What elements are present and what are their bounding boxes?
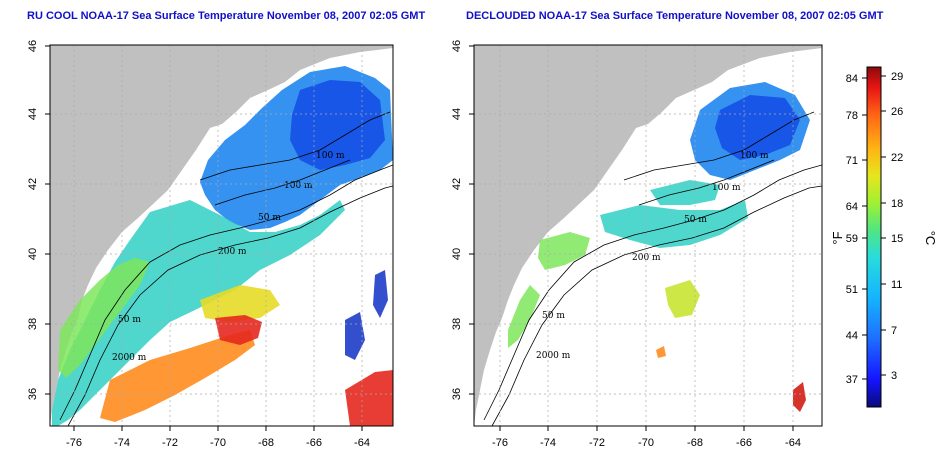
right-contours: [483, 111, 822, 426]
celsius-tick: 18: [891, 198, 903, 210]
right-panel-title: DECLOUDED NOAA-17 Sea Surface Temperatur…: [466, 10, 884, 22]
right-sst-green-2: [508, 285, 540, 348]
fahrenheit-tick: 84: [846, 73, 858, 85]
left-sst-yellow: [200, 285, 280, 322]
fahrenheit-tick: 44: [846, 330, 858, 342]
right-map-panel: 100 m 100 m 50 m 200 m 50 m 2000 m: [451, 40, 823, 449]
left-sst-darkblue-3: [373, 270, 388, 318]
right-contour-label-3: 50 m: [684, 215, 707, 225]
left-land-mass: [50, 45, 393, 426]
left-x-tick: -72: [162, 437, 178, 449]
right-land-mass: [474, 45, 822, 426]
right-x-tick: -68: [687, 437, 703, 449]
right-sst-orange: [656, 346, 666, 358]
right-sst-cyan: [600, 200, 748, 248]
left-contours: [59, 111, 393, 426]
right-contour-label-6: 2000 m: [536, 351, 571, 361]
right-contour-label-5: 50 m: [542, 311, 565, 321]
celsius-tick: 26: [891, 106, 903, 118]
right-contour-label-1: 100 m: [740, 151, 769, 161]
celsius-tick: 3: [891, 370, 897, 382]
fahrenheit-tick: 64: [846, 201, 858, 213]
right-y-tick: 42: [451, 178, 463, 190]
right-y-tick: 38: [451, 318, 463, 330]
left-sst-darkblue: [290, 80, 385, 170]
left-map-panel: 100 m 100 m 50 m 200 m 50 m 2000 m: [27, 40, 394, 449]
left-contour-label-4: 200 m: [218, 247, 247, 257]
colorbar-gradient: [866, 66, 882, 408]
left-map-frame: [49, 44, 394, 427]
right-x-tick: -66: [736, 437, 752, 449]
left-sst-red: [215, 315, 262, 345]
left-x-tick: -64: [354, 437, 370, 449]
fahrenheit-tick: 78: [846, 110, 858, 122]
celsius-unit-label: °C: [923, 231, 938, 246]
left-y-tick: 42: [27, 178, 39, 190]
left-contour-label-6: 2000 m: [112, 353, 147, 363]
celsius-tick: 7: [891, 325, 897, 337]
left-y-tick: 38: [27, 318, 39, 330]
right-y-tick: 36: [451, 388, 463, 400]
celsius-tick: 11: [891, 279, 902, 291]
left-contour-label-3: 50 m: [258, 213, 281, 223]
celsius-tick: 15: [891, 233, 903, 245]
right-x-tick: -74: [540, 437, 556, 449]
right-gridlines: [474, 45, 822, 426]
right-sst-yellow: [665, 280, 700, 318]
fahrenheit-unit-label: °F: [830, 231, 845, 244]
right-x-tick: -70: [638, 437, 654, 449]
celsius-tick: 29: [891, 71, 903, 83]
left-y-tick: 46: [27, 40, 39, 52]
right-y-tick: 46: [451, 40, 463, 52]
fahrenheit-tick: 59: [846, 233, 858, 245]
right-sst-green: [538, 232, 590, 270]
celsius-tick: 22: [891, 152, 903, 164]
left-x-tick: -74: [114, 437, 130, 449]
left-contour-label-1: 100 m: [316, 151, 345, 161]
right-sst-darkblue: [715, 95, 800, 160]
right-sst-cyan-2: [650, 180, 720, 205]
right-y-tick: 40: [451, 248, 463, 260]
left-contour-label-2: 100 m: [284, 181, 313, 191]
right-map-frame: [473, 44, 823, 427]
left-y-tick: 40: [27, 248, 39, 260]
right-x-tick: -72: [589, 437, 605, 449]
left-panel-title: RU COOL NOAA-17 Sea Surface Temperature …: [27, 10, 426, 22]
left-y-tick: 44: [27, 108, 39, 120]
left-sst-red-2: [345, 370, 393, 426]
right-x-tick: -76: [492, 437, 508, 449]
left-gridlines: [50, 45, 393, 426]
right-y-tick: 44: [451, 108, 463, 120]
left-x-tick: -76: [66, 437, 82, 449]
left-contour-label-5: 50 m: [118, 315, 141, 325]
left-x-tick: -68: [258, 437, 274, 449]
fahrenheit-tick: 71: [846, 155, 858, 167]
fahrenheit-tick: 37: [846, 374, 858, 386]
right-sst-red: [793, 382, 806, 412]
fahrenheit-tick: 51: [846, 284, 858, 296]
right-x-tick: -64: [785, 437, 801, 449]
right-contour-label-4: 200 m: [632, 253, 661, 263]
left-sst-orange: [100, 330, 255, 422]
right-contour-label-2: 100 m: [712, 183, 741, 193]
colorbar: 84 78 71 64 59 51 44 37 29 26 22 18 15 1…: [830, 66, 938, 408]
left-x-tick: -66: [306, 437, 322, 449]
left-y-tick: 36: [27, 388, 39, 400]
left-sst-shelf: [52, 200, 345, 426]
left-x-tick: -70: [210, 437, 226, 449]
